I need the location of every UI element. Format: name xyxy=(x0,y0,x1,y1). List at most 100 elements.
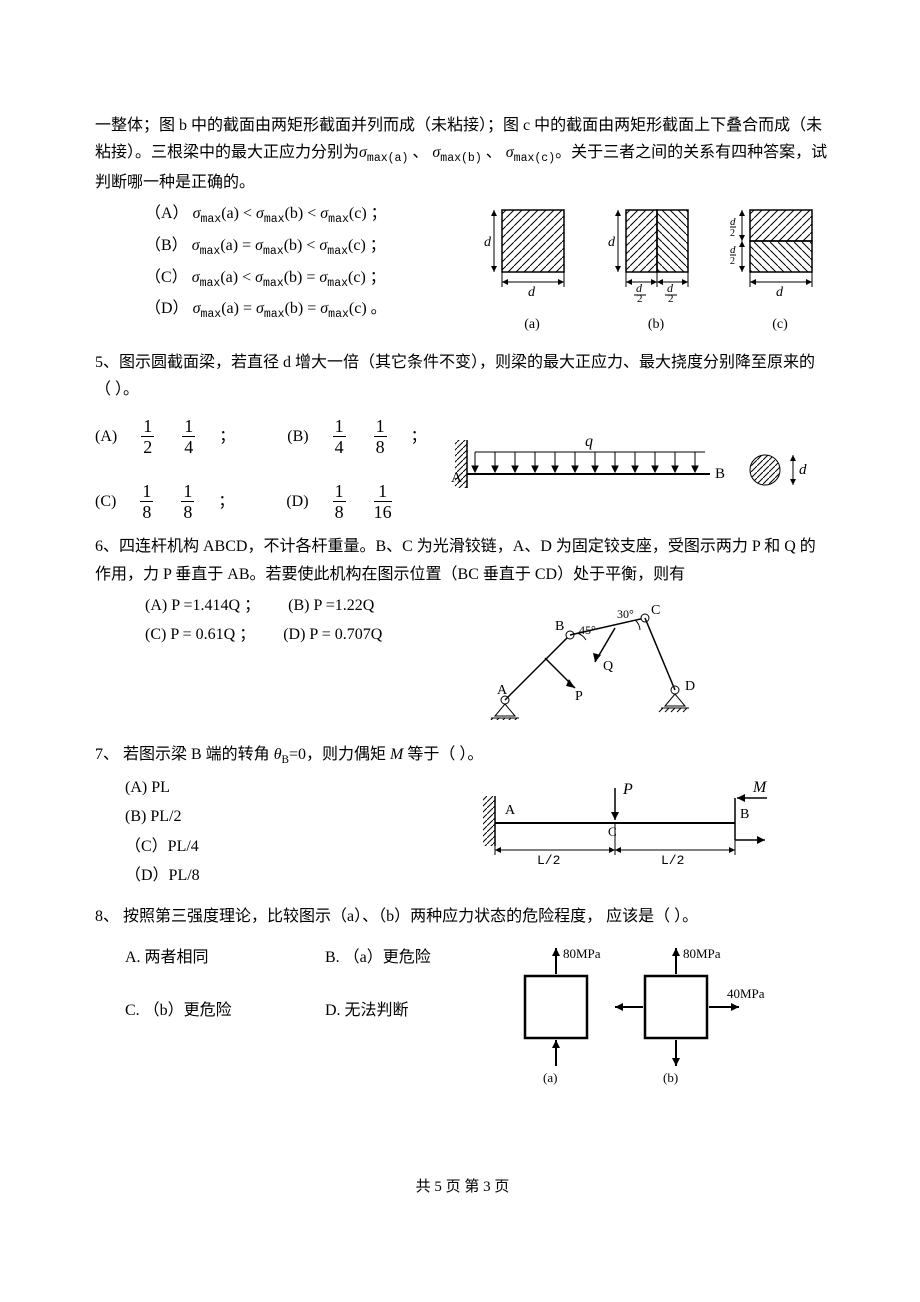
labelD: （D） xyxy=(145,300,189,317)
a30: 30° xyxy=(617,607,634,621)
s11: σ xyxy=(256,300,264,317)
s3: σ xyxy=(320,205,328,222)
lb: (b) xyxy=(663,1070,678,1085)
semi1: ； xyxy=(219,423,235,450)
sb9: max xyxy=(327,277,348,290)
p1: (a) < xyxy=(221,205,256,222)
labelB: （B） xyxy=(145,237,188,254)
labelC: （C） xyxy=(145,269,188,286)
sb8: max xyxy=(263,277,284,290)
p5: (b) < xyxy=(284,237,320,254)
labelA: （A） xyxy=(145,205,189,222)
lQ: Q xyxy=(603,659,613,674)
q8-block: 8、 按照第三强度理论，比较图示（a）、（b）两种应力状态的危险程度， 应该是（… xyxy=(95,903,830,1095)
figlabel-a: (a) xyxy=(482,313,582,337)
fig6: A B C D P Q 45° 30° xyxy=(475,590,725,729)
dv2: d xyxy=(608,235,616,250)
q8C: C. （b）更危险 xyxy=(95,997,325,1024)
figlabel-c: (c) xyxy=(730,313,830,337)
p9: (c) ； xyxy=(348,269,386,286)
q5D: (D) xyxy=(286,488,308,515)
sb5: max xyxy=(263,245,284,258)
Blabel2: B xyxy=(740,807,749,822)
sub-a: max(a) xyxy=(367,152,408,165)
q7-block: 7、 若图示梁 B 端的转角 θB=0，则力偶矩 M 等于（ ）。 (A) PL… xyxy=(95,741,830,891)
q4-optC: （C） σmax(a) < σmax(b) = σmax(c) ； xyxy=(95,264,465,294)
fig7: P M A B C L/2 L/2 xyxy=(475,778,775,887)
lC: C xyxy=(651,603,660,618)
sep2: 、 xyxy=(482,144,506,161)
f18a: 18 xyxy=(374,417,387,456)
figlabel-b: (b) xyxy=(606,313,706,337)
M: M xyxy=(390,746,403,763)
p3: (c) ； xyxy=(349,205,387,222)
dlabel: d xyxy=(799,462,807,478)
lP: P xyxy=(575,689,583,704)
dv: d xyxy=(484,235,492,250)
s80b: 80MPa xyxy=(683,946,721,961)
qlabel: q xyxy=(585,433,593,450)
fig4a: d d (a) xyxy=(482,202,582,337)
q4-optA: （A） σmax(a) < σmax(b) < σmax(c) ； xyxy=(95,200,465,230)
la: (a) xyxy=(543,1070,557,1085)
Mlabel: M xyxy=(752,779,768,796)
L2b: L/2 xyxy=(661,853,684,868)
s7: σ xyxy=(192,269,200,286)
q8A: A. 两者相同 xyxy=(95,944,325,971)
s80a: 80MPa xyxy=(563,946,601,961)
q8-text: 8、 按照第三强度理论，比较图示（a）、（b）两种应力状态的危险程度， 应该是（… xyxy=(95,903,830,930)
L2a: L/2 xyxy=(537,853,560,868)
sb1: max xyxy=(200,213,221,226)
s8: σ xyxy=(255,269,263,286)
f18d: 18 xyxy=(333,482,346,521)
q7t3: 等于（ ）。 xyxy=(403,746,483,763)
a45: 45° xyxy=(579,623,596,637)
sigma-a: σ xyxy=(359,144,367,161)
p8: (b) = xyxy=(284,269,320,286)
Plabel: P xyxy=(622,781,633,798)
dh3: d xyxy=(776,285,784,300)
sb11: max xyxy=(264,309,285,322)
f14a: 14 xyxy=(182,417,195,456)
sb7: max xyxy=(200,277,221,290)
fig4b: d d 2 d 2 (b) xyxy=(606,202,706,337)
q4-intro: 一整体；图 b 中的截面由两矩形截面并列而成（未粘接）；图 c 中的截面由两矩形… xyxy=(95,112,830,196)
s2: σ xyxy=(256,205,264,222)
svg-text:d: d xyxy=(730,244,736,256)
Alabel2: A xyxy=(505,803,516,818)
sb10: max xyxy=(200,309,221,322)
thetaB: B xyxy=(282,754,289,766)
lA: A xyxy=(497,683,508,698)
q7t1: 7、 若图示梁 B 端的转角 xyxy=(95,746,274,763)
q6B: (B) P =1.22Q xyxy=(288,597,374,614)
lD: D xyxy=(685,679,695,694)
sb12: max xyxy=(328,309,349,322)
fig4c: d2 d2 d (c) xyxy=(730,202,830,337)
q5A: (A) xyxy=(95,423,117,450)
svg-text:2: 2 xyxy=(730,256,735,267)
q6C: (C) P = 0.61Q ； xyxy=(145,626,255,643)
sub-b: max(b) xyxy=(440,152,481,165)
q5C: (C) xyxy=(95,488,116,515)
q7C: （C）PL/4 xyxy=(95,833,475,860)
s4: σ xyxy=(192,237,200,254)
lB: B xyxy=(555,619,564,634)
p6: (c) ； xyxy=(348,237,386,254)
q7B: (B) PL/2 xyxy=(95,803,475,830)
f18c: 18 xyxy=(181,482,194,521)
q6A: (A) P =1.414Q ； xyxy=(145,597,260,614)
sb2: max xyxy=(264,213,285,226)
q5-block: 5、图示圆截面梁，若直径 d 增大一倍（其它条件不变），则梁的最大正应力、最大挠… xyxy=(95,349,830,521)
fig8: 80MPa (a) 80MPa 40MPa (b) xyxy=(495,936,775,1095)
p2: (b) < xyxy=(285,205,321,222)
fig5: q A B d xyxy=(445,430,825,509)
svg-text:2: 2 xyxy=(637,293,643,302)
q6D: (D) P = 0.707Q xyxy=(283,626,382,643)
p10: (a) = xyxy=(221,300,256,317)
svg-text:d: d xyxy=(730,216,736,228)
f116: 116 xyxy=(374,482,392,521)
q7t2: =0，则力偶矩 xyxy=(289,746,390,763)
q8B: B. （a）更危险 xyxy=(325,944,431,971)
semi3: ； xyxy=(218,488,234,515)
s40: 40MPa xyxy=(727,986,765,1001)
